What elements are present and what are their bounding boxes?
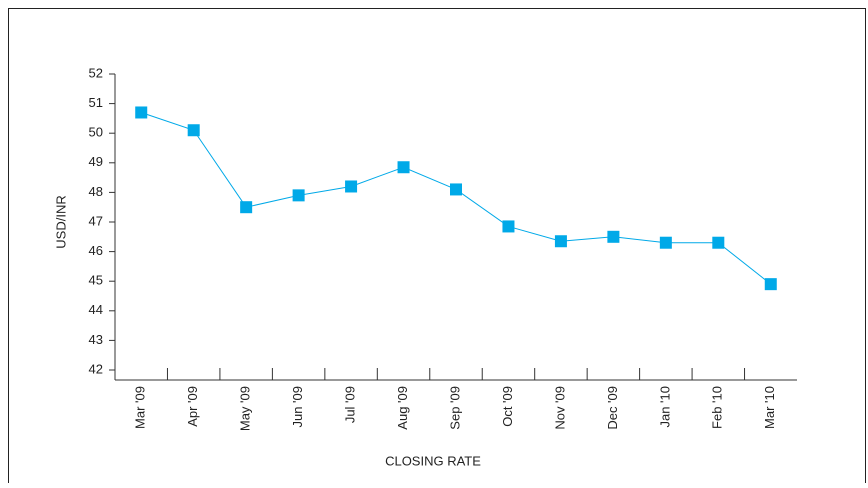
y-tick-label: 49 <box>89 154 103 169</box>
marker <box>397 161 410 174</box>
x-axis-label: CLOSING RATE <box>385 453 481 468</box>
x-tick-label: Sep '09 <box>447 386 462 430</box>
x-tick-label: Jul '09 <box>343 386 358 423</box>
x-tick-label: Jun '09 <box>290 386 305 428</box>
marker <box>712 236 725 249</box>
marker <box>502 220 515 233</box>
y-tick-label: 43 <box>89 332 103 347</box>
marker <box>450 183 462 196</box>
x-tick-label: Dec '09 <box>605 386 620 430</box>
frame <box>8 8 866 488</box>
y-tick-label: 52 <box>89 65 103 80</box>
x-tick-label: May '09 <box>238 386 253 431</box>
y-tick-label: 51 <box>89 95 103 110</box>
y-tick-label: 48 <box>89 184 103 199</box>
x-tick-label: Nov '09 <box>552 386 567 430</box>
y-tick-label: 45 <box>89 273 103 288</box>
x-tick-label: Apr '09 <box>185 386 200 427</box>
x-tick-label: Aug '09 <box>395 386 410 430</box>
marker <box>764 278 777 291</box>
x-tick-label: Jan '10 <box>657 386 672 428</box>
marker <box>659 236 672 249</box>
marker <box>240 201 253 214</box>
x-tick-label: Oct '09 <box>500 386 515 427</box>
marker <box>554 235 567 248</box>
marker <box>607 230 620 243</box>
x-tick-label: Mar '09 <box>133 386 148 429</box>
series-line <box>141 112 772 285</box>
y-tick-label: 47 <box>89 213 103 228</box>
y-tick-label: 46 <box>89 243 103 258</box>
marker <box>187 124 200 137</box>
y-tick-label: 50 <box>89 125 103 140</box>
marker <box>292 189 305 202</box>
x-tick-label: Feb '10 <box>710 386 725 429</box>
marker <box>345 180 358 193</box>
marker <box>135 106 148 119</box>
y-tick-label: 42 <box>89 361 103 376</box>
y-axis-label: USD/INR <box>53 195 68 248</box>
x-tick-label: Mar '10 <box>762 386 777 429</box>
y-tick-label: 44 <box>89 302 103 317</box>
